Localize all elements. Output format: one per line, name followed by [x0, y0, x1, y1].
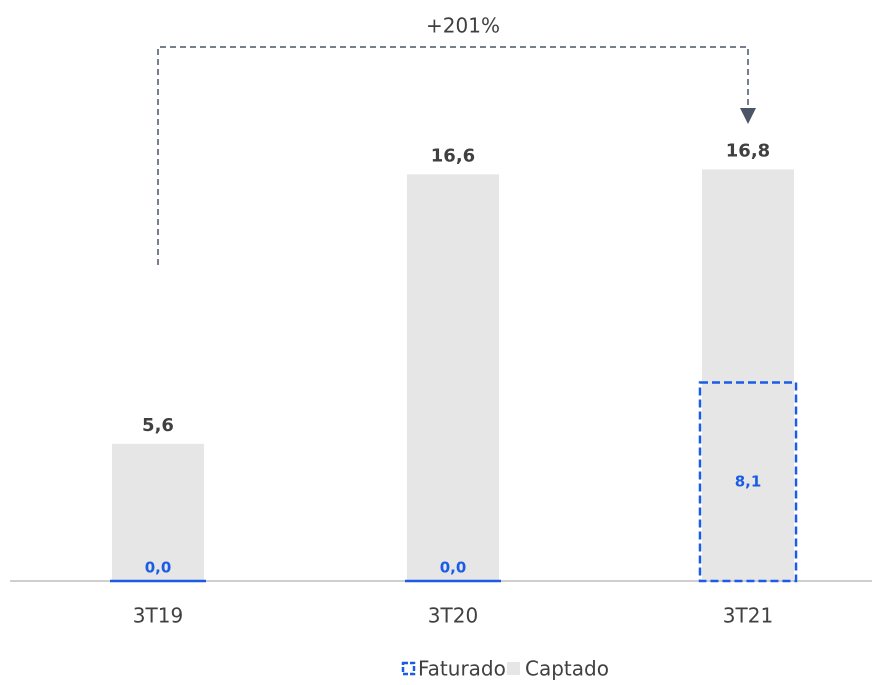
annotation-arrow — [740, 108, 756, 124]
data-label: 16,6 — [431, 145, 475, 166]
legend-label: Captado — [525, 657, 609, 681]
x-tick-label: 3T20 — [428, 604, 478, 628]
data-label: 5,6 — [142, 415, 174, 436]
bar-outline — [698, 381, 798, 583]
bar — [702, 169, 794, 581]
x-tick-label: 3T19 — [133, 604, 183, 628]
x-tick-label: 3T21 — [723, 604, 773, 628]
annotation-bracket — [157, 46, 749, 265]
data-label: 16,8 — [726, 140, 770, 161]
data-label: 8,1 — [735, 472, 762, 490]
legend-swatch — [401, 661, 416, 676]
annotation-label: +201% — [426, 14, 500, 38]
bar — [112, 443, 204, 581]
legend-swatch — [507, 662, 520, 675]
legend-label: Faturado — [418, 657, 506, 681]
data-label: 0,0 — [145, 559, 172, 577]
bar — [407, 174, 499, 582]
data-label: 0,0 — [440, 559, 467, 577]
